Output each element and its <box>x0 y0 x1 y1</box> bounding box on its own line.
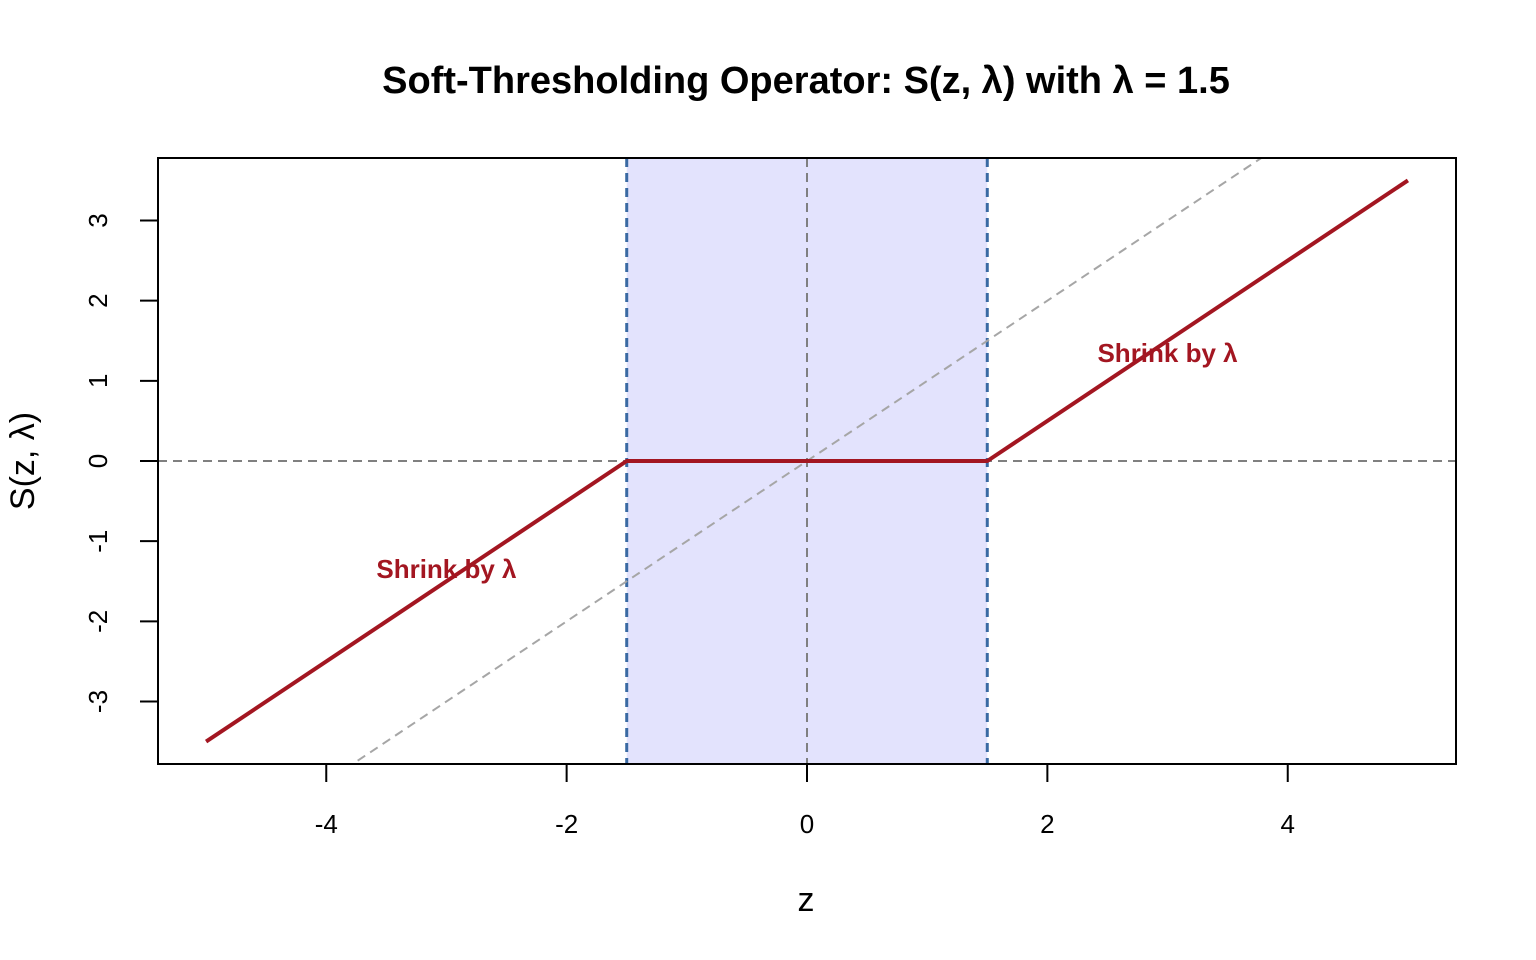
chart-title: Soft-Thresholding Operator: S(z, λ) with… <box>382 60 1230 102</box>
y-tick-label: -2 <box>83 610 113 633</box>
soft-threshold-line <box>204 178 1410 744</box>
y-axis-label: S(z, λ) <box>4 412 42 510</box>
x-axis: -4 -2 0 2 4 <box>315 764 1295 839</box>
y-tick-label: 1 <box>83 374 113 388</box>
annotation-2: Shrink by λ <box>1097 338 1238 368</box>
x-tick-label: 4 <box>1281 809 1295 839</box>
y-tick-label: 3 <box>83 213 113 227</box>
x-tick-label: 2 <box>1040 809 1054 839</box>
x-tick-label: -4 <box>315 809 338 839</box>
annotation-3: Set to 0 when <box>723 759 891 789</box>
y-tick-label: -1 <box>83 530 113 553</box>
x-axis-label: z <box>798 881 815 919</box>
x-tick-label: 0 <box>800 809 814 839</box>
y-tick-label: 2 <box>83 293 113 307</box>
y-axis: -3 -2 -1 0 1 2 3 <box>83 213 158 713</box>
annotation-1: Shrink by λ <box>376 554 517 584</box>
y-tick-label: -3 <box>83 690 113 713</box>
x-tick-label: -2 <box>555 809 578 839</box>
y-tick-label: 0 <box>83 454 113 468</box>
plot-area: Shrink by λ Shrink by λ Set to 0 when <box>158 158 1456 789</box>
